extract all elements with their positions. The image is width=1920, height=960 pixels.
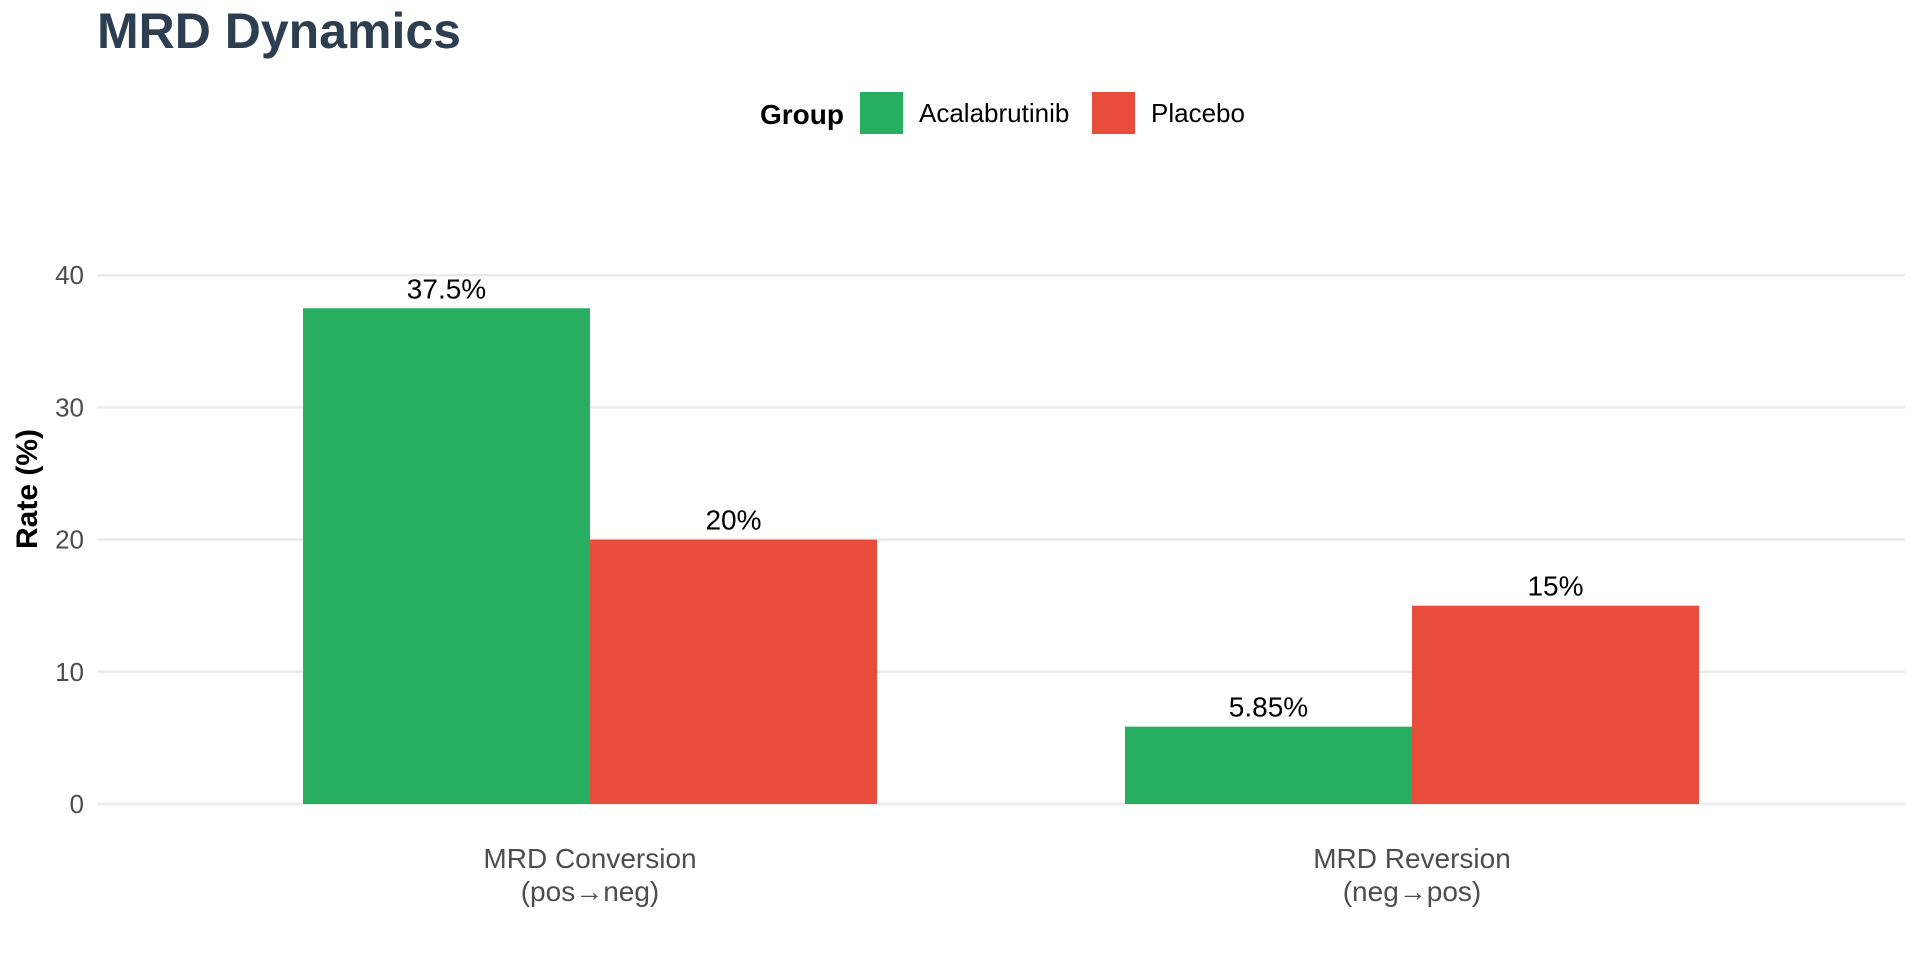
data-label-acalabrutinib-1: 37.5% (407, 273, 486, 304)
bar-acalabrutinib-1 (303, 308, 590, 804)
bar-placebo-1 (590, 539, 877, 804)
y-axis-ticks: 0 10 20 30 40 (55, 260, 84, 819)
chart-title: MRD Dynamics (97, 3, 461, 59)
data-labels: 37.5% 20% 5.85% 15% (407, 273, 1584, 722)
data-label-placebo-2: 15% (1527, 571, 1583, 602)
legend-label-acalabrutinib: Acalabrutinib (919, 98, 1069, 128)
x-tick-sublabel-1: (pos→neg) (521, 876, 660, 907)
y-axis-label: Rate (%) (11, 429, 44, 549)
legend-swatch-placebo (1092, 92, 1135, 134)
y-tick-label-0: 0 (70, 789, 84, 819)
legend-title: Group (760, 99, 844, 130)
x-tick-sublabel-2: (neg→pos) (1343, 876, 1482, 907)
bar-placebo-2 (1412, 605, 1699, 804)
y-tick-label-20: 20 (55, 525, 84, 555)
x-tick-label-2: MRD Reversion (1313, 843, 1511, 874)
legend: Group Acalabrutinib Placebo (760, 92, 1245, 134)
y-tick-label-10: 10 (55, 657, 84, 687)
x-tick-label-1: MRD Conversion (483, 843, 696, 874)
x-axis-ticks: MRD Conversion(pos→neg) MRD Reversion(neg… (483, 843, 1510, 907)
y-tick-label-30: 30 (55, 392, 84, 422)
data-label-placebo-1: 20% (705, 505, 761, 536)
data-label-acalabrutinib-2: 5.85% (1229, 692, 1308, 723)
legend-label-placebo: Placebo (1151, 98, 1245, 128)
legend-swatch-acalabrutinib (860, 92, 903, 134)
bar-acalabrutinib-2 (1125, 726, 1412, 804)
bars (303, 308, 1699, 804)
y-tick-label-40: 40 (55, 260, 84, 290)
